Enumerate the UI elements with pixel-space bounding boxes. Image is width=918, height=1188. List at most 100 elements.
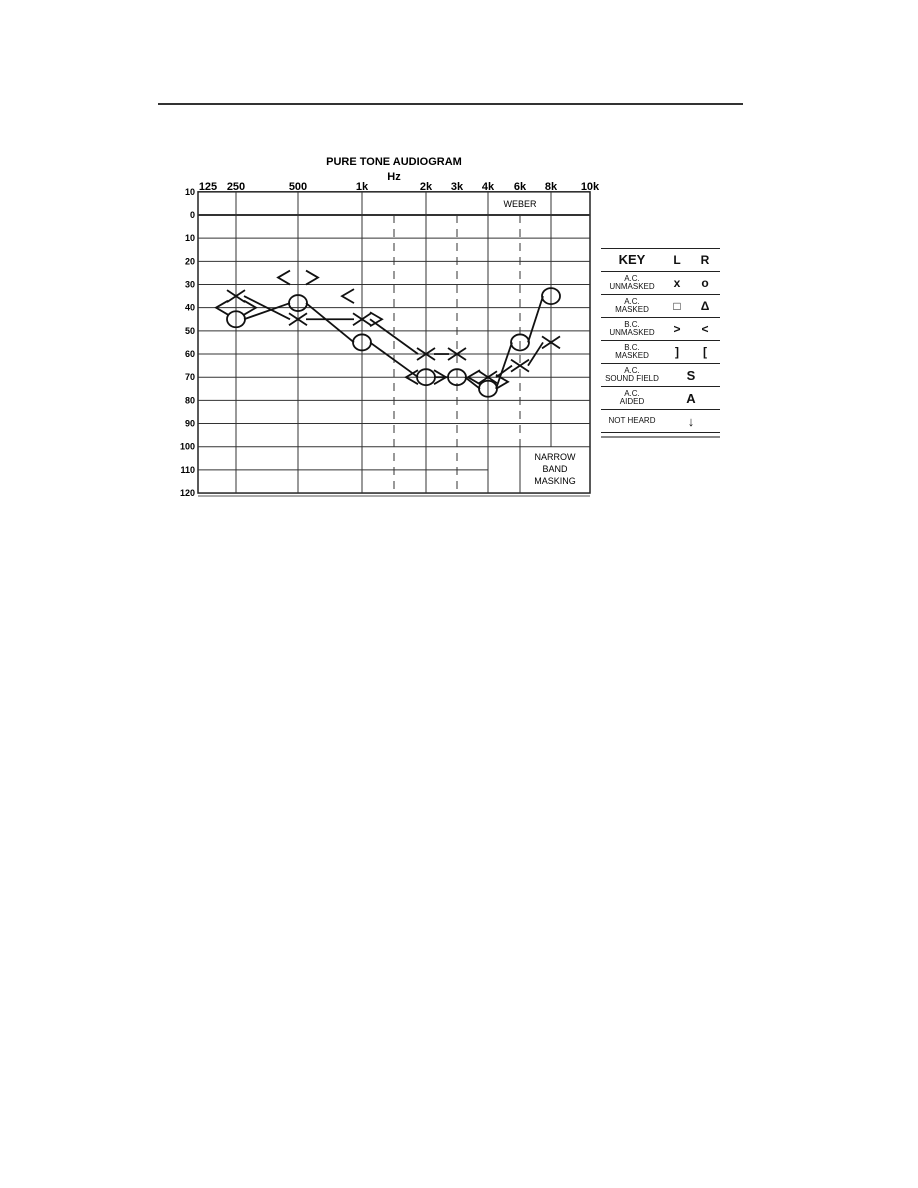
y-tick-label: 70 bbox=[185, 372, 195, 382]
data-point-x bbox=[510, 358, 530, 373]
key-symbol-left: > bbox=[673, 322, 681, 336]
key-symbol-left: x bbox=[673, 276, 681, 290]
x-axis-label: Hz bbox=[387, 171, 401, 183]
key-row-label: A.C. MASKED bbox=[615, 297, 649, 314]
key-row: A.C. UNMASKED x o bbox=[601, 271, 720, 294]
x-tick-label: 125 bbox=[199, 181, 217, 193]
key-symbol-left: ] bbox=[675, 345, 679, 359]
symbol-key-table: KEY L R A.C. UNMASKED x o A.C. MASKED □ Δ B.C. UN… bbox=[601, 248, 720, 438]
key-row-label: B.C. UNMASKED bbox=[609, 320, 655, 337]
data-point-x bbox=[352, 312, 372, 327]
key-symbol: A bbox=[686, 390, 696, 406]
x-tick-label: 1k bbox=[356, 181, 369, 193]
series-line-right_ac_unmasked bbox=[464, 376, 481, 390]
key-symbol: ↓ bbox=[687, 413, 695, 429]
masking-label: MASKING bbox=[534, 476, 576, 486]
key-left-header: L bbox=[673, 253, 681, 267]
key-symbol-right: o bbox=[701, 276, 709, 290]
chart-title: PURE TONE AUDIOGRAM bbox=[326, 156, 462, 168]
data-point-x bbox=[288, 312, 308, 327]
x-tick-label: 500 bbox=[289, 181, 307, 193]
data-point-circle bbox=[226, 310, 246, 329]
x-tick-label: 10k bbox=[581, 181, 600, 193]
key-row: A.C. AIDED A bbox=[601, 386, 720, 409]
key-title: KEY bbox=[618, 252, 646, 267]
key-bottom-rule bbox=[601, 432, 720, 438]
key-row: NOT HEARD ↓ bbox=[601, 409, 720, 432]
data-point-x bbox=[478, 370, 498, 384]
x-tick-label: 8k bbox=[545, 181, 558, 193]
y-tick-label: 110 bbox=[180, 465, 195, 475]
series-line-left_ac_unmasked bbox=[369, 318, 419, 355]
key-row: B.C. UNMASKED > < bbox=[601, 317, 720, 340]
data-point-greater-than bbox=[495, 374, 510, 390]
key-symbol-right: < bbox=[701, 322, 709, 336]
y-tick-label: 100 bbox=[180, 442, 195, 452]
data-point-less-than bbox=[340, 288, 355, 304]
y-tick-label: 60 bbox=[185, 349, 195, 359]
key-row-label: NOT HEARD bbox=[608, 416, 656, 425]
y-tick-label: 0 bbox=[190, 210, 195, 220]
series-line-right_ac_unmasked bbox=[305, 302, 355, 344]
series-line-right_ac_unmasked bbox=[495, 342, 513, 390]
masking-label: NARROW bbox=[535, 452, 577, 462]
key-symbol-left: □ bbox=[673, 299, 681, 313]
y-tick-label: 10 bbox=[185, 187, 195, 197]
series-line-left_ac_unmasked bbox=[243, 295, 291, 321]
series-line-right_ac_unmasked bbox=[527, 295, 544, 343]
data-point-greater-than bbox=[243, 299, 258, 316]
data-point-less-than bbox=[466, 369, 481, 385]
data-point-circle bbox=[541, 287, 561, 305]
weber-label: WEBER bbox=[503, 199, 537, 209]
x-tick-label: 2k bbox=[420, 181, 433, 193]
y-tick-label: 120 bbox=[180, 488, 195, 498]
data-point-circle bbox=[447, 368, 467, 387]
key-row-label: A.C. AIDED bbox=[619, 389, 645, 406]
data-point-less-than bbox=[404, 369, 419, 385]
series-line-left_ac_unmasked bbox=[495, 364, 513, 378]
data-point-x bbox=[447, 347, 467, 361]
data-point-less-than bbox=[214, 299, 229, 316]
data-point-circle bbox=[510, 333, 530, 352]
key-header: KEY L R bbox=[601, 248, 720, 271]
data-point-less-than bbox=[276, 269, 291, 286]
masking-label: BAND bbox=[542, 464, 568, 474]
key-row: A.C. MASKED □ Δ bbox=[601, 294, 720, 317]
data-point-x bbox=[226, 289, 246, 303]
y-tick-label: 80 bbox=[185, 395, 195, 405]
data-point-greater-than bbox=[433, 369, 448, 385]
series-line-right_ac_unmasked bbox=[369, 341, 419, 378]
y-tick-label: 40 bbox=[185, 303, 195, 313]
y-tick-label: 10 bbox=[185, 233, 195, 243]
key-symbol-right: Δ bbox=[700, 299, 710, 313]
data-point-greater-than bbox=[369, 311, 384, 328]
data-point-circle bbox=[416, 368, 436, 387]
data-point-x bbox=[541, 335, 561, 350]
header-rule bbox=[158, 103, 743, 105]
key-row-label: A.C. UNMASKED bbox=[609, 274, 655, 291]
key-row-label: A.C. SOUND FIELD bbox=[605, 366, 659, 383]
key-right-header: R bbox=[700, 253, 710, 267]
key-row: B.C. MASKED] [ bbox=[601, 340, 720, 363]
series-line-right_ac_unmasked bbox=[243, 302, 291, 321]
x-tick-label: 3k bbox=[451, 181, 464, 193]
key-row: A.C. SOUND FIELD S bbox=[601, 363, 720, 386]
y-tick-label: 50 bbox=[185, 326, 195, 336]
y-tick-label: 30 bbox=[185, 280, 195, 290]
data-point-greater-than bbox=[305, 269, 320, 286]
key-row-label: B.C. MASKED bbox=[615, 343, 649, 360]
chart-frame bbox=[197, 191, 591, 494]
key-symbol-right: [ bbox=[703, 345, 707, 359]
y-tick-label: 20 bbox=[185, 256, 195, 266]
x-tick-label: 250 bbox=[227, 181, 245, 193]
y-tick-label: 90 bbox=[185, 419, 195, 429]
x-tick-label: 6k bbox=[514, 181, 527, 193]
data-point-circle bbox=[288, 294, 308, 312]
x-tick-label: 4k bbox=[482, 181, 495, 193]
data-point-x bbox=[416, 347, 436, 361]
data-point-circle bbox=[352, 333, 372, 352]
key-symbol: S bbox=[686, 367, 696, 383]
series-line-left_ac_unmasked bbox=[527, 341, 544, 367]
